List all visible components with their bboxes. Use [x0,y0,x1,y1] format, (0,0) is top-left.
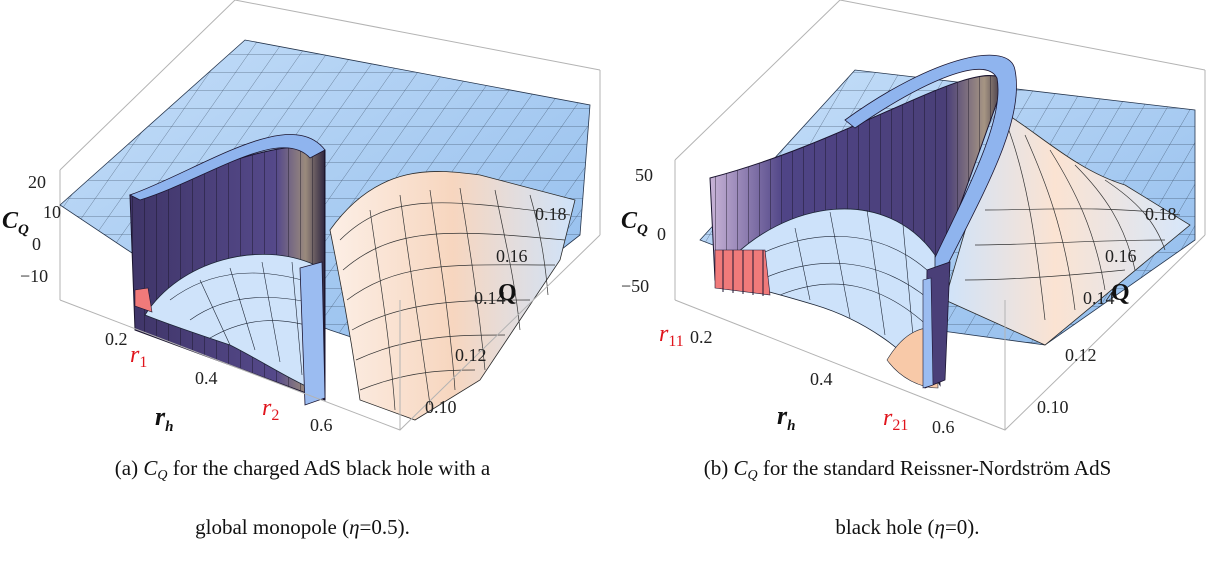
z-ticks-b: 50 0 −50 [621,165,666,296]
caption-a-line2: global monopole (η=0.5). [195,515,410,539]
marker-r11: r11 [659,321,684,350]
rh-ticks-b: 0.2 0.4 0.6 [690,327,955,437]
q-tick: 0.10 [425,397,457,417]
y-axis-label: Q [1111,280,1130,306]
marker-r21: r21 [883,405,908,434]
q-ticks-b: 0.18 0.16 0.14 0.12 0.10 [1037,204,1177,417]
z-tick: 10 [43,202,61,222]
z-tick: −50 [621,276,649,296]
q-tick: 0.18 [535,204,567,224]
y-axis-label: Q [498,280,517,306]
surface-bowl [134,254,326,396]
figure-b: 50 0 −50 0.2 0.4 0.6 0.18 0.16 0.14 0.12… [605,0,1210,567]
z-tick: 0 [657,224,666,244]
surface-pink-streaks [714,249,771,296]
marker-r1: r1 [130,342,147,371]
x-axis-label: rh [155,402,173,435]
rh-tick: 0.4 [810,369,833,389]
z-tick: 20 [28,172,46,192]
plot-b-3d-surface: 50 0 −50 0.2 0.4 0.6 0.18 0.16 0.14 0.12… [621,0,1206,437]
x-axis-label: rh [777,401,795,434]
z-tick: 50 [635,165,653,185]
z-tick: −10 [20,266,48,286]
caption-b-line2: black hole (η=0). [835,515,980,539]
bounding-box-back [674,0,1206,300]
rh-ticks-a: 0.2 0.4 0.6 [105,329,333,435]
z-ticks-a: 20 10 0 −10 [20,172,61,286]
surface-band-blue [922,277,934,389]
rh-tick: 0.4 [195,368,218,388]
caption-a-line1: (a) CQ for the charged AdS black hole wi… [114,456,491,483]
z-tick: 0 [32,234,41,254]
q-tick: 0.16 [496,246,528,266]
bounding-box-front [674,234,1206,431]
bounding-box-back [59,0,601,300]
q-tick: 0.14 [474,288,506,308]
q-tick: 0.10 [1037,397,1069,417]
surface-sheet-right [329,171,576,421]
caption-b-line1: (b) CQ for the standard Reissner-Nordstr… [703,456,1112,483]
marker-r2: r2 [262,395,279,424]
z-axis-label: CQ [621,208,648,238]
figure-a: 20 10 0 −10 0.2 0.4 0.6 0.18 0.16 0.14 0… [2,0,601,539]
rh-tick: 0.2 [690,327,713,347]
z-axis-label: CQ [2,208,29,238]
q-tick: 0.16 [1105,246,1137,266]
rh-tick: 0.6 [932,417,955,437]
q-tick: 0.12 [1065,345,1097,365]
q-tick: 0.18 [1145,204,1177,224]
plot-a-3d-surface: 20 10 0 −10 0.2 0.4 0.6 0.18 0.16 0.14 0… [2,0,601,435]
surface-sheet-right [944,109,1191,346]
rh-tick: 0.2 [105,329,128,349]
rh-tick: 0.6 [310,415,333,435]
q-tick: 0.12 [455,345,487,365]
q-ticks-a: 0.18 0.16 0.14 0.12 0.10 [425,204,567,417]
q-tick: 0.14 [1083,288,1115,308]
surface-band [299,261,326,406]
bounding-box-front [59,234,601,431]
